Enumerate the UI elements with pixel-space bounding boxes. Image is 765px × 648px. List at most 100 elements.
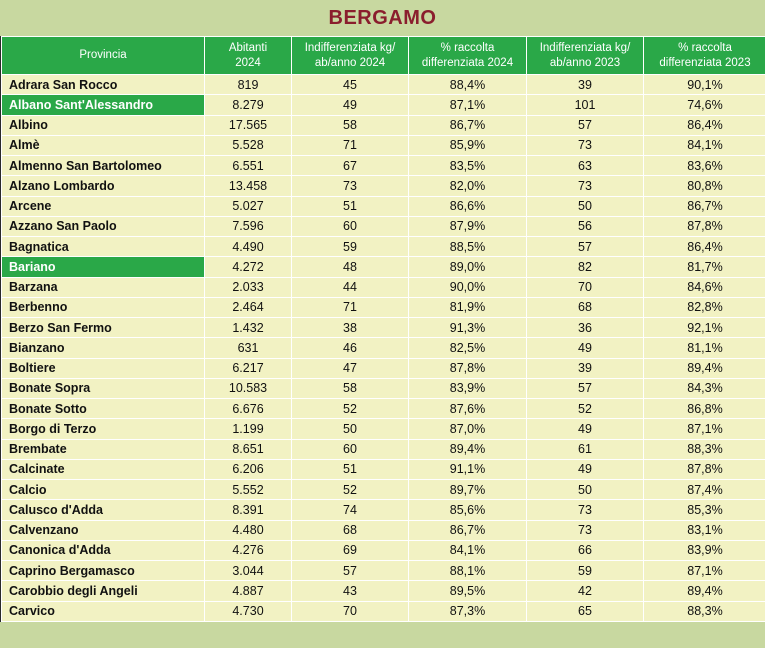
table-row: Calusco d'Adda 8.391 74 85,6% 73 85,3% [1,499,765,521]
column-header-abitanti: Abitanti 2024 [204,36,292,75]
abitanti-cell: 2.464 [204,296,292,319]
indiff_2024-cell: 45 [291,73,409,96]
abitanti-cell: 13.458 [204,175,292,197]
indiff_2023-cell: 50 [526,478,644,501]
indiff_2024-cell: 71 [291,296,409,319]
table-row: Brembate 8.651 60 89,4% 61 88,3% [1,438,765,460]
diff_2024-cell: 82,5% [408,337,527,359]
table-row: Carvico 4.730 70 87,3% 65 88,3% [1,600,765,622]
page-title: BERGAMO [328,6,437,29]
diff_2023-cell: 84,6% [643,276,765,298]
indiff_2024-cell: 60 [291,438,409,460]
indiff_2023-cell: 49 [526,337,644,359]
abitanti-cell: 17.565 [204,114,292,136]
indiff_2024-cell: 51 [291,458,409,481]
indiff_2023-cell: 39 [526,73,644,96]
table-row: Bariano 4.272 48 89,0% 82 81,7% [1,256,765,278]
abitanti-cell: 631 [204,337,292,359]
provincia-cell: Albano Sant'Alessandro [1,94,205,116]
table-row: Calcio 5.552 52 89,7% 50 87,4% [1,478,765,501]
abitanti-cell: 6.206 [204,458,292,481]
diff_2023-cell: 87,1% [643,559,765,582]
provincia-cell: Bariano [1,256,205,278]
table-row: Albino 17.565 58 86,7% 57 86,4% [1,114,765,136]
abitanti-cell: 1.199 [204,418,292,440]
diff_2024-cell: 84,1% [408,539,527,562]
table-row: Alzano Lombardo 13.458 73 82,0% 73 80,8% [1,175,765,197]
diff_2024-cell: 89,0% [408,256,527,278]
diff_2023-cell: 87,4% [643,478,765,501]
diff_2023-cell: 81,7% [643,256,765,278]
indiff_2024-cell: 69 [291,539,409,562]
diff_2024-cell: 85,6% [408,499,527,521]
table-row: Bonate Sotto 6.676 52 87,6% 52 86,8% [1,397,765,420]
indiff_2023-cell: 39 [526,357,644,379]
abitanti-cell: 7.596 [204,215,292,238]
diff_2024-cell: 91,1% [408,458,527,481]
indiff_2024-cell: 50 [291,418,409,440]
indiff_2023-cell: 61 [526,438,644,460]
provincia-cell: Calvenzano [1,519,205,541]
provincia-cell: Carobbio degli Angeli [1,580,205,602]
provincia-cell: Almenno San Bartolomeo [1,154,205,177]
indiff_2024-cell: 74 [291,499,409,521]
diff_2023-cell: 89,4% [643,580,765,602]
abitanti-cell: 5.552 [204,478,292,501]
indiff_2024-cell: 51 [291,195,409,217]
diff_2024-cell: 87,3% [408,600,527,622]
diff_2023-cell: 86,4% [643,114,765,136]
diff_2023-cell: 80,8% [643,175,765,197]
indiff_2024-cell: 73 [291,175,409,197]
indiff_2023-cell: 65 [526,600,644,622]
provincia-cell: Almè [1,134,205,157]
abitanti-cell: 4.480 [204,519,292,541]
column-header-indiff_2023: Indifferenziata kg/ab/anno 2023 [526,36,644,75]
diff_2024-cell: 89,7% [408,478,527,501]
indiff_2024-cell: 67 [291,154,409,177]
provincia-cell: Borgo di Terzo [1,418,205,440]
table-row: Barzana 2.033 44 90,0% 70 84,6% [1,276,765,298]
indiff_2023-cell: 57 [526,377,644,400]
diff_2024-cell: 86,7% [408,519,527,541]
abitanti-cell: 8.279 [204,94,292,116]
table-body: Adrara San Rocco 819 45 88,4% 39 90,1% Albano … [1,73,765,622]
table-row: Azzano San Paolo 7.596 60 87,9% 56 87,8% [1,215,765,238]
table-row: Calcinate 6.206 51 91,1% 49 87,8% [1,458,765,481]
abitanti-cell: 1.432 [204,316,292,339]
provincia-cell: Boltiere [1,357,205,379]
abitanti-cell: 8.651 [204,438,292,460]
provincia-cell: Caprino Bergamasco [1,559,205,582]
provincia-cell: Calcio [1,478,205,501]
table-row: Almenno San Bartolomeo 6.551 67 83,5% 63 83,6… [1,154,765,177]
table-wrap: Provincia Abitanti 2024 Indifferenziata kg/… [0,36,765,622]
indiff_2023-cell: 73 [526,134,644,157]
diff_2023-cell: 84,1% [643,134,765,157]
provincia-cell: Albino [1,114,205,136]
diff_2024-cell: 87,9% [408,215,527,238]
indiff_2023-cell: 68 [526,296,644,319]
indiff_2023-cell: 101 [526,94,644,116]
table-row: Bianzano 631 46 82,5% 49 81,1% [1,337,765,359]
diff_2024-cell: 83,9% [408,377,527,400]
abitanti-cell: 8.391 [204,499,292,521]
diff_2023-cell: 88,3% [643,600,765,622]
table-row: Almè 5.528 71 85,9% 73 84,1% [1,134,765,157]
indiff_2023-cell: 49 [526,418,644,440]
indiff_2024-cell: 52 [291,478,409,501]
diff_2024-cell: 90,0% [408,276,527,298]
diff_2024-cell: 81,9% [408,296,527,319]
diff_2023-cell: 85,3% [643,499,765,521]
indiff_2023-cell: 49 [526,458,644,481]
provincia-cell: Carvico [1,600,205,622]
indiff_2023-cell: 70 [526,276,644,298]
data-table: Provincia Abitanti 2024 Indifferenziata kg/… [1,36,765,622]
indiff_2024-cell: 70 [291,600,409,622]
provincia-cell: Bianzano [1,337,205,359]
diff_2024-cell: 91,3% [408,316,527,339]
diff_2024-cell: 88,4% [408,73,527,96]
abitanti-cell: 4.272 [204,256,292,278]
diff_2024-cell: 89,4% [408,438,527,460]
abitanti-cell: 6.676 [204,397,292,420]
abitanti-cell: 10.583 [204,377,292,400]
table-row: Canonica d'Adda 4.276 69 84,1% 66 83,9% [1,539,765,562]
